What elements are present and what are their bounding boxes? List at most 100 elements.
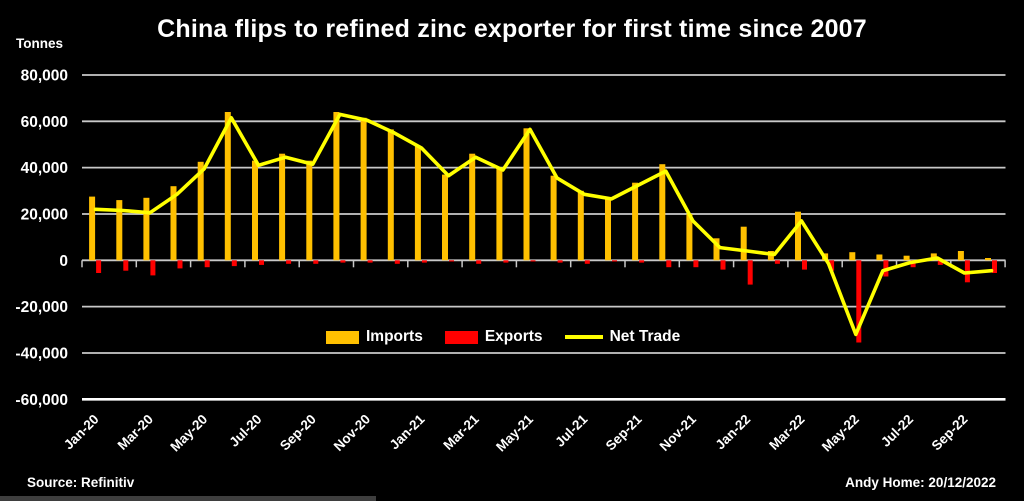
import-bars: [89, 112, 991, 261]
x-tick-label: Nov-20: [331, 412, 373, 454]
y-tick-label: -20,000: [15, 299, 68, 316]
legend-label-exports: Exports: [484, 328, 543, 345]
import-bar: [577, 190, 584, 261]
source-credit: Source: Refinitiv: [27, 475, 135, 490]
y-tick-label: -60,000: [15, 392, 68, 409]
export-bar: [150, 260, 156, 276]
import-bar: [523, 128, 530, 261]
export-bar: [96, 260, 102, 273]
export-bar: [693, 260, 699, 268]
import-bar: [170, 186, 177, 261]
import-bar: [252, 160, 258, 261]
x-tick-label: May-22: [819, 412, 862, 455]
import-bar: [143, 197, 150, 261]
x-tick-label: Sep-20: [277, 412, 319, 454]
export-bar: [530, 260, 536, 262]
import-bar: [360, 117, 367, 261]
import-bar: [795, 211, 801, 261]
import-bar: [333, 112, 340, 261]
import-bar: [632, 182, 639, 261]
y-gridlines: [82, 74, 1006, 401]
export-bar: [286, 260, 292, 264]
x-axis-ticks: [81, 260, 1006, 268]
bottom-edge-strip: [0, 496, 376, 501]
legend-item-net-trade: Net Trade: [564, 328, 681, 346]
import-bar: [306, 160, 313, 261]
import-bar: [550, 175, 557, 261]
export-bar: [829, 260, 835, 271]
export-bar: [612, 260, 617, 262]
import-bar: [387, 129, 394, 261]
x-axis-labels: Jan-20 Mar-20 May-20 Jul-20 Sep-20 Nov-20 Jan-…: [61, 411, 971, 454]
export-bar: [177, 260, 183, 269]
import-bar: [985, 258, 991, 261]
x-tick-label: Jul-22: [878, 412, 916, 450]
export-bar: [313, 260, 319, 264]
x-tick-label: Nov-21: [657, 411, 700, 454]
export-bar: [449, 260, 454, 262]
import-bar: [496, 167, 503, 261]
y-axis-unit-label: Tonnes: [16, 36, 63, 51]
import-bar: [469, 153, 476, 261]
x-tick-label: Mar-22: [766, 412, 807, 453]
export-bar: [639, 260, 645, 263]
import-bar: [713, 238, 720, 261]
import-bar: [740, 226, 747, 261]
import-bar: [116, 200, 123, 261]
import-bar: [686, 214, 693, 261]
export-bar: [802, 260, 807, 270]
y-tick-label: 40,000: [21, 160, 68, 177]
export-bar: [367, 260, 373, 263]
legend-item-imports: Imports: [326, 328, 423, 346]
export-bar: [259, 260, 264, 265]
export-bar: [340, 260, 346, 263]
chart-legend: Imports Exports Net Trade: [326, 328, 680, 346]
import-bar: [197, 161, 204, 261]
export-bar: [774, 260, 780, 264]
author-attribution: Andy Home: 20/12/2022: [845, 475, 996, 490]
import-bar: [876, 254, 883, 261]
x-tick-label: Jan-20: [61, 412, 102, 453]
import-bar: [659, 164, 666, 261]
exports-swatch-icon: [444, 330, 478, 344]
x-tick-label: Sep-22: [929, 412, 971, 454]
import-bar: [89, 196, 96, 261]
y-tick-label: 80,000: [21, 68, 68, 85]
imports-swatch-icon: [326, 330, 359, 344]
export-bar: [747, 260, 753, 285]
import-bar: [957, 251, 964, 261]
legend-item-exports: Exports: [444, 328, 543, 346]
export-bar: [231, 260, 237, 267]
import-bar: [849, 252, 856, 261]
export-bar: [937, 260, 943, 265]
x-tick-label: Jan-22: [712, 412, 753, 453]
legend-label-net-trade: Net Trade: [609, 328, 681, 345]
import-bar: [442, 174, 448, 261]
export-bar: [992, 260, 997, 273]
export-bar: [856, 260, 862, 343]
export-bar: [584, 260, 590, 264]
import-bar: [224, 112, 231, 261]
x-tick-label: Mar-20: [115, 412, 156, 453]
export-bar: [557, 260, 563, 263]
y-axis-labels: 80,000 60,000 40,000 20,000 0 -20,000 -40,000 -…: [15, 68, 68, 409]
export-bar: [503, 260, 509, 263]
x-tick-label: May-21: [493, 411, 536, 454]
export-bar: [394, 260, 400, 264]
net-trade-line-swatch-icon: [564, 335, 603, 339]
export-bar: [476, 260, 482, 264]
export-bar: [204, 260, 210, 268]
export-bar: [421, 260, 427, 263]
x-tick-label: Sep-21: [603, 411, 645, 453]
chart-title: China flips to refined zinc exporter for…: [157, 15, 867, 43]
export-bar: [720, 260, 726, 270]
import-bar: [279, 153, 286, 261]
legend-label-imports: Imports: [366, 328, 423, 345]
y-tick-label: 20,000: [21, 207, 68, 224]
export-bar: [666, 260, 672, 268]
y-tick-label: 0: [59, 253, 68, 270]
export-bar: [123, 260, 129, 271]
x-tick-label: Jan-21: [387, 411, 428, 452]
